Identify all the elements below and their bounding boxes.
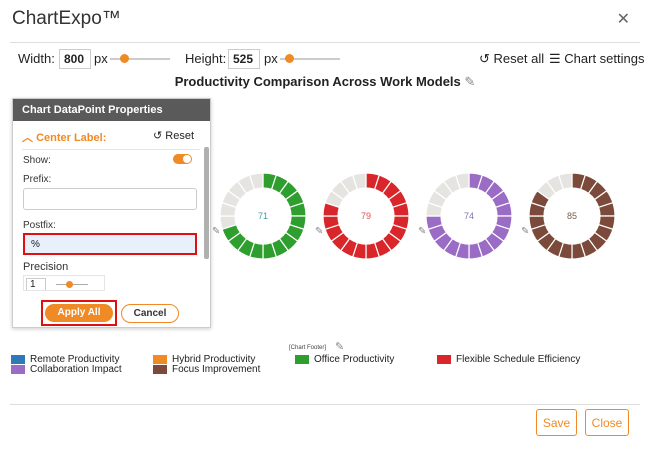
show-toggle[interactable] [173, 154, 192, 164]
edit-pencil-icon[interactable]: ✎ [315, 226, 323, 237]
cancel-button[interactable]: Cancel [121, 304, 179, 323]
precision-control[interactable]: 1 [23, 275, 105, 291]
divider [10, 42, 640, 43]
prefix-label: Prefix: [23, 174, 52, 185]
reset-all-button[interactable]: ↺ Reset all [479, 51, 544, 67]
height-unit: px [264, 51, 278, 66]
legend-label: Collaboration Impact [30, 364, 122, 375]
legend-label: Hybrid Productivity [172, 354, 256, 365]
legend-swatch [11, 355, 25, 364]
prefix-input[interactable] [23, 188, 197, 210]
legend-label: Office Productivity [314, 354, 395, 365]
precision-label: Precision [23, 261, 69, 273]
chart-title-text: Productivity Comparison Across Work Mode… [174, 74, 461, 89]
edit-pencil-icon[interactable]: ✎ [418, 226, 426, 237]
section-label: Center Label: [36, 132, 107, 144]
legend-item[interactable]: Flexible Schedule Efficiency [437, 354, 580, 365]
donut-center-label: 71 [258, 211, 268, 221]
width-label: Width: [18, 51, 55, 66]
donut-center-label: 79 [361, 211, 371, 221]
legend-swatch [295, 355, 309, 364]
datapoint-properties-panel: Chart DataPoint Properties ︿ Center Labe… [12, 98, 211, 328]
divider [22, 149, 200, 150]
show-label: Show: [23, 155, 51, 166]
settings-icon: ☰ [549, 51, 561, 66]
legend-label: Flexible Schedule Efficiency [456, 354, 581, 365]
chevron-up-icon: ︿ [22, 132, 33, 144]
legend-swatch [11, 365, 25, 374]
reset-button[interactable]: ↺ Reset [153, 129, 194, 142]
width-input[interactable]: 800 [59, 49, 91, 69]
edit-pencil-icon[interactable]: ✎ [335, 341, 345, 353]
donut-4[interactable]: 85 ✎ [521, 172, 616, 260]
height-label: Height: [185, 51, 227, 66]
legend-swatch [153, 355, 167, 364]
donut-segment-empty[interactable] [351, 172, 367, 191]
apply-all-highlight: Apply All [41, 300, 117, 326]
donut-1[interactable]: 71 ✎ [212, 172, 307, 260]
close-icon[interactable]: ✕ [616, 11, 630, 28]
legend-label: Remote Productivity [30, 354, 120, 365]
donut-segment-empty[interactable] [557, 172, 573, 191]
legend-item[interactable]: Remote Productivity [11, 354, 119, 365]
height-slider[interactable] [280, 54, 340, 63]
donut-chart: 71 ✎ 79 ✎ 74 ✎ 85 ✎ [212, 172, 616, 260]
legend-swatch [437, 355, 451, 364]
width-slider[interactable] [110, 54, 170, 63]
chart-footer[interactable]: [Chart Footer] [289, 345, 327, 351]
postfix-input[interactable]: % [23, 233, 197, 255]
donut-2[interactable]: 79 ✎ [315, 172, 410, 260]
legend-swatch [153, 365, 167, 374]
donut-center-label: 74 [464, 211, 474, 221]
center-label-section[interactable]: ︿ Center Label: [22, 129, 106, 145]
chart-settings-label: Chart settings [564, 51, 645, 66]
legend-label: Focus Improvement [172, 364, 261, 375]
scrollbar[interactable] [204, 147, 209, 259]
close-button[interactable]: Close [585, 409, 629, 436]
reset-label: Reset [165, 130, 195, 142]
reset-all-label: Reset all [493, 51, 545, 66]
panel-title: Chart DataPoint Properties [13, 99, 210, 121]
legend-item[interactable]: Collaboration Impact [11, 364, 122, 375]
app-logo: ChartExpo™ [12, 8, 121, 29]
reset-icon: ↺ [479, 51, 490, 66]
legend-item[interactable]: Office Productivity [295, 354, 394, 365]
donut-3[interactable]: 74 ✎ [418, 172, 513, 260]
edit-pencil-icon[interactable]: ✎ [521, 226, 529, 237]
height-input[interactable]: 525 [228, 49, 260, 69]
edit-pencil-icon[interactable]: ✎ [464, 74, 476, 89]
precision-input[interactable]: 1 [26, 278, 46, 290]
precision-slider-handle[interactable] [66, 281, 73, 288]
postfix-label: Postfix: [23, 220, 56, 231]
chart-title[interactable]: Productivity Comparison Across Work Mode… [0, 74, 650, 90]
legend-item[interactable]: Hybrid Productivity [153, 354, 255, 365]
width-unit: px [94, 51, 108, 66]
chart-settings-button[interactable]: ☰ Chart settings [549, 51, 644, 67]
apply-all-button[interactable]: Apply All [45, 304, 113, 322]
save-button[interactable]: Save [536, 409, 577, 436]
divider [10, 404, 640, 405]
edit-pencil-icon[interactable]: ✎ [212, 226, 220, 237]
donut-segment-empty[interactable] [248, 172, 264, 191]
donut-center-label: 85 [567, 211, 577, 221]
donut-segment-empty[interactable] [454, 172, 470, 191]
reset-icon: ↺ [153, 130, 163, 142]
legend-item[interactable]: Focus Improvement [153, 364, 260, 375]
